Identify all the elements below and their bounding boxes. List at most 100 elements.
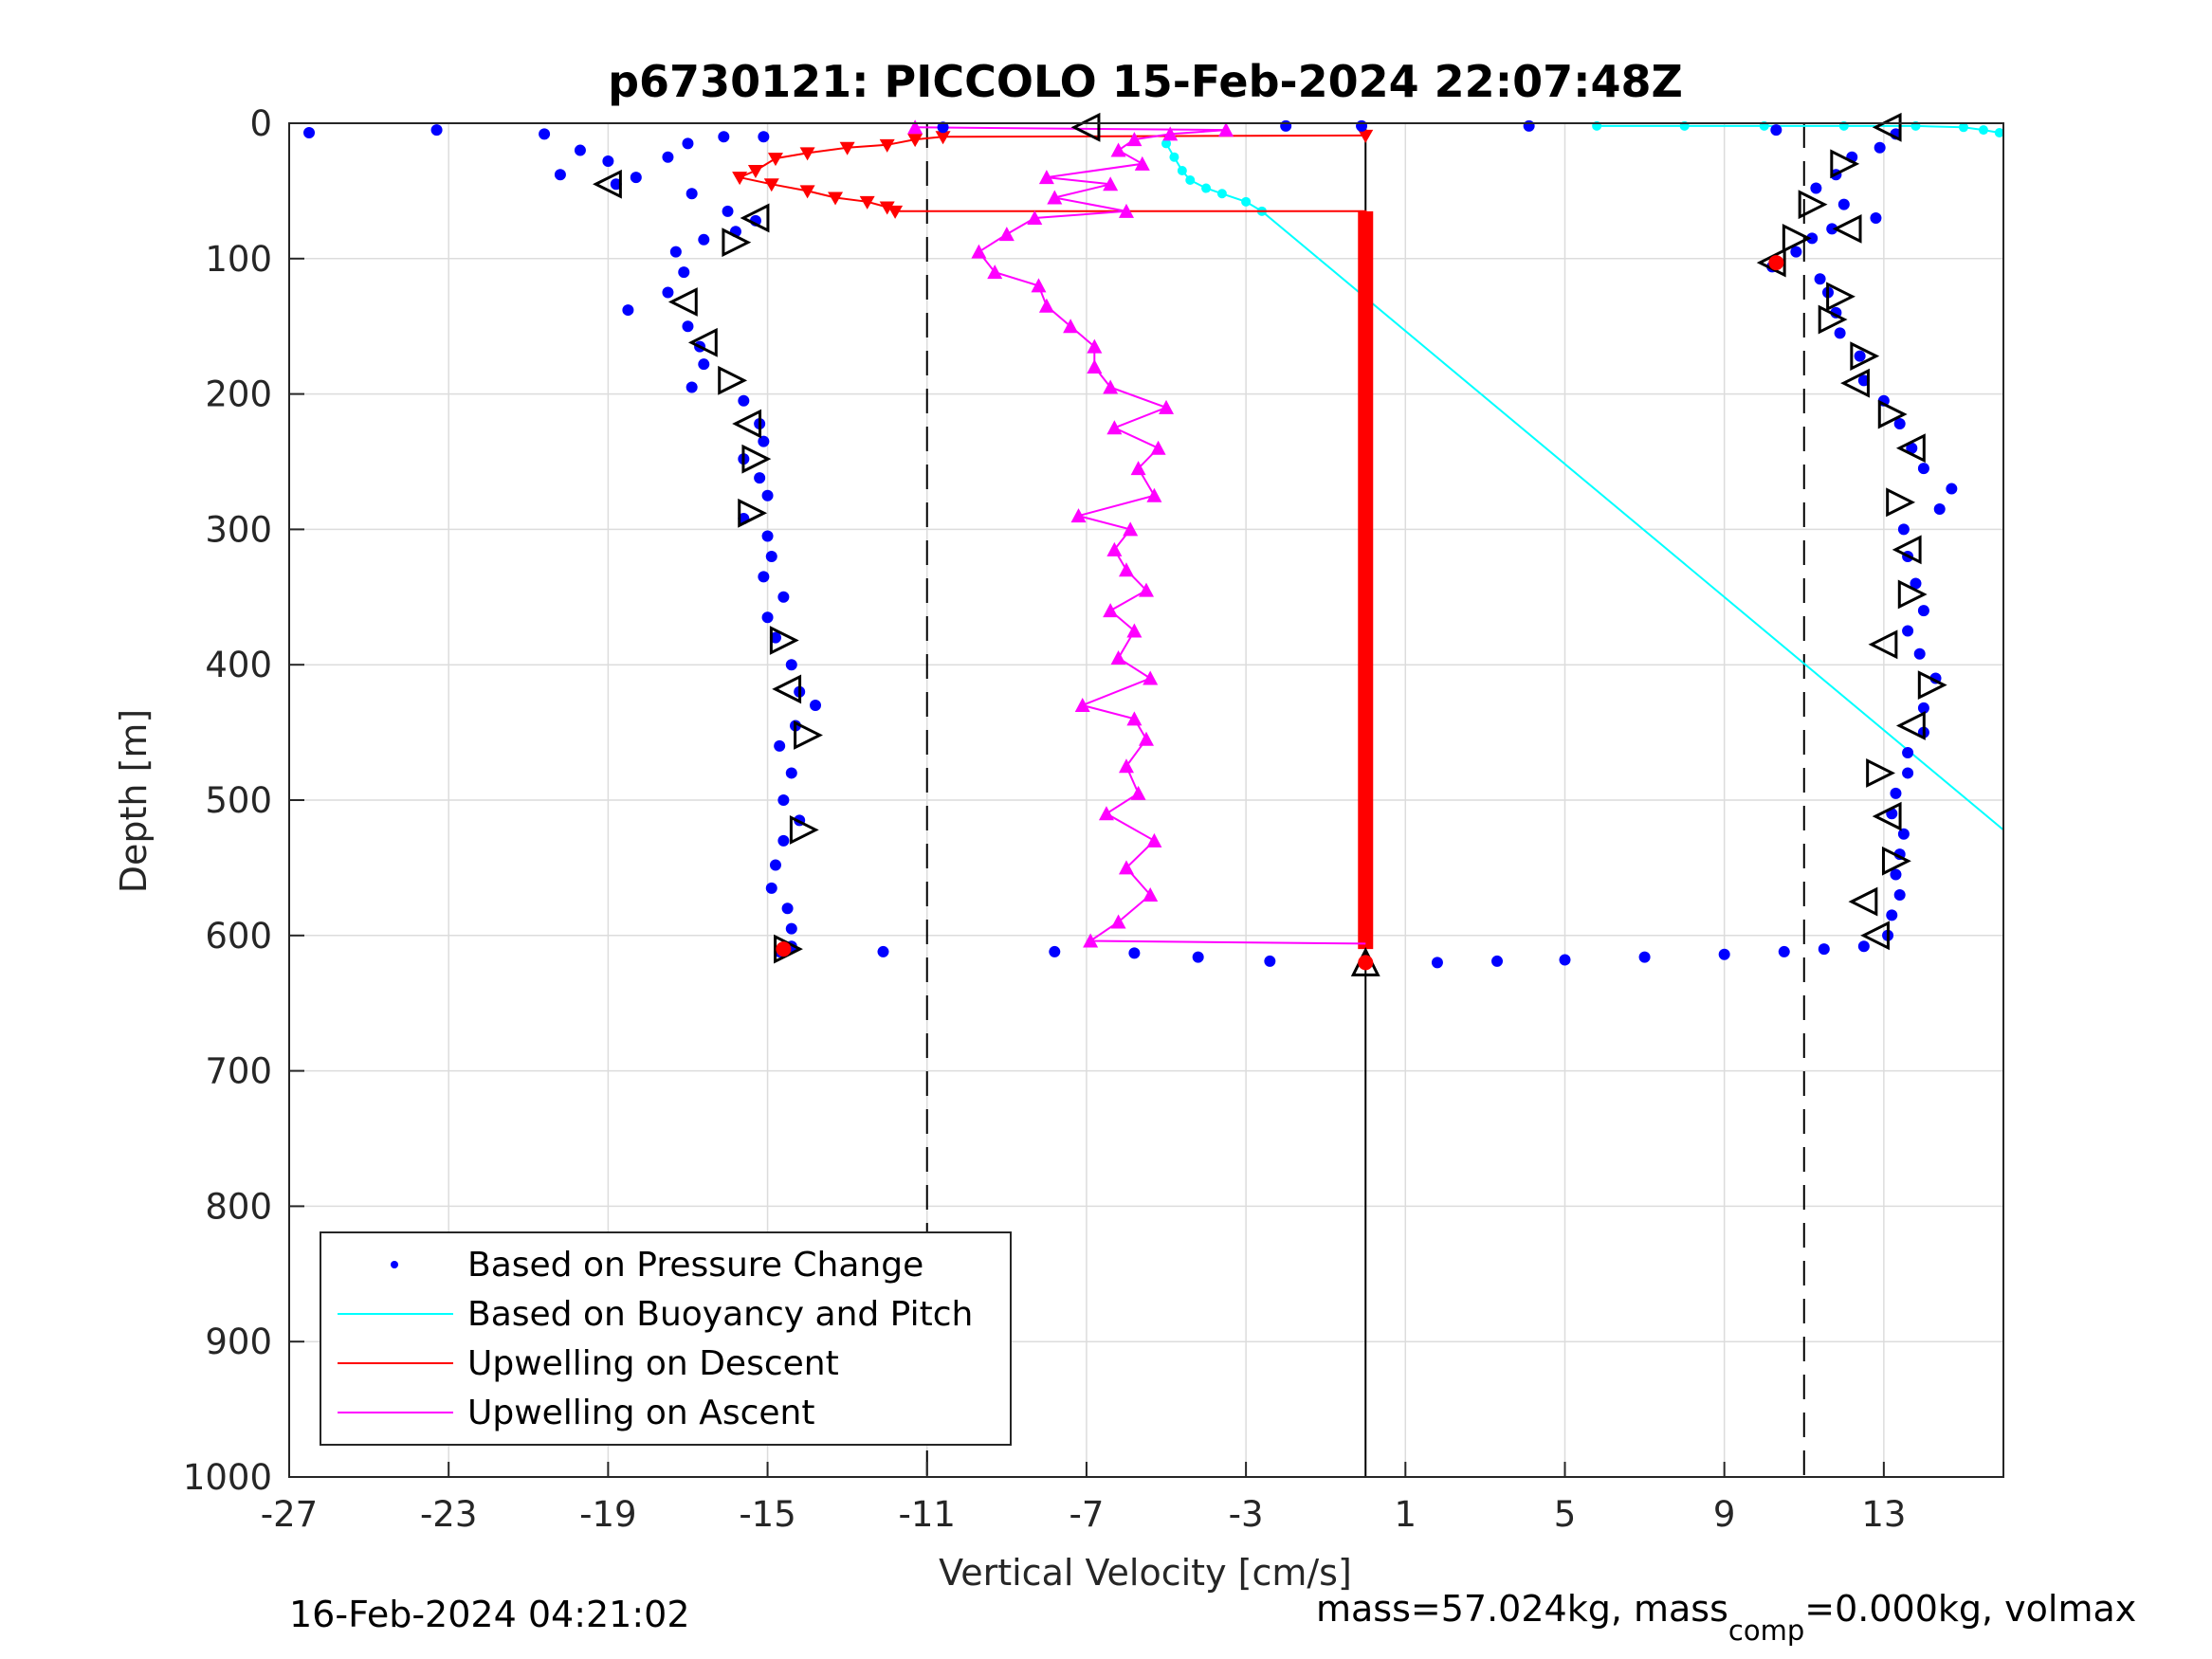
series-upwelling-descent bbox=[732, 129, 1374, 950]
ascent-point-33 bbox=[971, 244, 987, 259]
buoyancy-point-13 bbox=[1216, 189, 1227, 199]
pressure-point-19 bbox=[622, 304, 634, 317]
pressure-point-20 bbox=[682, 320, 694, 333]
pressure-point-9 bbox=[682, 137, 694, 150]
triangle-marker-18 bbox=[1798, 190, 1828, 220]
triangle-marker-7 bbox=[741, 444, 772, 474]
ascent-point-9 bbox=[1139, 731, 1154, 746]
buoyancy-point-10 bbox=[1177, 165, 1187, 175]
buoyancy-line-surface bbox=[1597, 124, 2000, 134]
pressure-point-53 bbox=[1128, 947, 1141, 959]
ascent-point-5 bbox=[1146, 832, 1162, 848]
ascent-point-2 bbox=[1110, 914, 1126, 929]
buoyancy-line-profile bbox=[1165, 142, 2004, 831]
triangle-marker-28 bbox=[1886, 487, 1916, 518]
x-axis-ticks: -27 -23 -19 -15 -11 -7 -3 1 5 9 13 bbox=[261, 1462, 1906, 1535]
legend-label-0: Based on Pressure Change bbox=[467, 1246, 923, 1285]
pressure-point-66 bbox=[1893, 888, 1906, 901]
triangle-marker-4 bbox=[687, 327, 718, 357]
footer-timestamp: 16-Feb-2024 04:21:02 bbox=[289, 1594, 690, 1635]
x-tick-label-9: 9 bbox=[1713, 1494, 1736, 1535]
pressure-point-46 bbox=[769, 859, 781, 871]
pressure-point-23 bbox=[686, 381, 698, 393]
ascent-point-36 bbox=[1118, 203, 1134, 218]
ascent-point-39 bbox=[1038, 170, 1054, 185]
pressure-point-59 bbox=[1638, 951, 1651, 963]
triangle-marker-37 bbox=[1848, 886, 1878, 917]
red-dot-1 bbox=[1768, 255, 1784, 271]
ascent-point-26 bbox=[1103, 379, 1119, 394]
pressure-point-42 bbox=[785, 767, 797, 779]
pressure-point-35 bbox=[761, 611, 774, 624]
pressure-point-54 bbox=[1192, 951, 1204, 963]
legend: Based on Pressure Change Based on Buoyanc… bbox=[320, 1231, 1012, 1446]
pressure-point-48 bbox=[781, 902, 794, 915]
ascent-point-14 bbox=[1126, 623, 1143, 638]
pressure-point-94 bbox=[1814, 273, 1826, 285]
pressure-point-43 bbox=[777, 794, 790, 806]
ascent-point-38 bbox=[1103, 176, 1119, 191]
ascent-point-15 bbox=[1103, 603, 1119, 618]
ascent-point-13 bbox=[1110, 650, 1126, 665]
x-tick-label-5: -7 bbox=[1069, 1494, 1104, 1535]
pressure-point-57 bbox=[1491, 955, 1504, 967]
triangle-marker-25 bbox=[1840, 368, 1870, 398]
pressure-point-104 bbox=[1874, 141, 1886, 154]
ascent-point-45 bbox=[907, 119, 923, 135]
triangle-marker-3 bbox=[667, 287, 698, 317]
triangle-marker-36 bbox=[1881, 846, 1911, 876]
pressure-point-91 bbox=[1834, 327, 1846, 339]
x-tick-label-8: 5 bbox=[1554, 1494, 1577, 1535]
pressure-point-100 bbox=[1837, 198, 1850, 210]
pressure-point-99 bbox=[1870, 211, 1882, 224]
y-tick-label-10: 1000 bbox=[183, 1457, 272, 1498]
ascent-point-35 bbox=[1027, 210, 1043, 225]
ascent-point-3 bbox=[1143, 886, 1159, 902]
ascent-point-16 bbox=[1139, 582, 1154, 597]
pressure-point-37 bbox=[785, 659, 797, 671]
y-tick-label-6: 600 bbox=[205, 916, 272, 957]
pressure-point-90 bbox=[1854, 350, 1866, 362]
pressure-point-67 bbox=[1890, 868, 1902, 881]
pressure-point-65 bbox=[1886, 909, 1898, 921]
pressure-point-62 bbox=[1818, 943, 1830, 956]
pressure-point-55 bbox=[1264, 955, 1276, 967]
pressure-point-18 bbox=[662, 286, 674, 299]
pressure-point-24 bbox=[738, 394, 750, 407]
ascent-point-34 bbox=[998, 227, 1015, 242]
pressure-point-110 bbox=[937, 121, 949, 134]
pressure-point-45 bbox=[777, 834, 790, 847]
triangle-marker-1 bbox=[740, 203, 770, 233]
triangle-marker-33 bbox=[1895, 711, 1926, 740]
pressure-point-111 bbox=[758, 131, 770, 143]
triangle-marker-35 bbox=[1872, 801, 1902, 831]
pressure-point-109 bbox=[1280, 119, 1292, 132]
triangle-marker-17 bbox=[1830, 149, 1860, 179]
pressure-point-108 bbox=[1356, 119, 1368, 132]
ascent-point-30 bbox=[1038, 298, 1054, 313]
triangle-marker-12 bbox=[789, 814, 819, 845]
ascent-point-28 bbox=[1087, 338, 1103, 354]
ascent-point-25 bbox=[1159, 399, 1175, 414]
ascent-point-11 bbox=[1074, 698, 1090, 713]
pressure-point-71 bbox=[1890, 787, 1902, 799]
pressure-point-107 bbox=[1523, 119, 1535, 132]
pressure-point-0 bbox=[303, 126, 316, 138]
pressure-point-6 bbox=[610, 178, 622, 191]
descent-point-11 bbox=[828, 191, 844, 206]
ascent-point-40 bbox=[1134, 155, 1150, 171]
buoyancy-point-2 bbox=[1958, 122, 1968, 133]
legend-box bbox=[320, 1231, 1012, 1446]
pressure-point-98 bbox=[1826, 223, 1838, 235]
descent-point-6 bbox=[767, 153, 783, 167]
descent-line bbox=[736, 134, 1367, 950]
series-upwelling-ascent bbox=[907, 119, 1366, 948]
pressure-point-2 bbox=[539, 128, 551, 140]
pressure-point-7 bbox=[630, 172, 642, 184]
pressure-point-41 bbox=[774, 739, 786, 752]
ascent-point-24 bbox=[1106, 420, 1123, 435]
pressure-point-85 bbox=[1917, 463, 1929, 475]
pressure-point-97 bbox=[1806, 232, 1819, 245]
ascent-point-23 bbox=[1150, 440, 1166, 455]
